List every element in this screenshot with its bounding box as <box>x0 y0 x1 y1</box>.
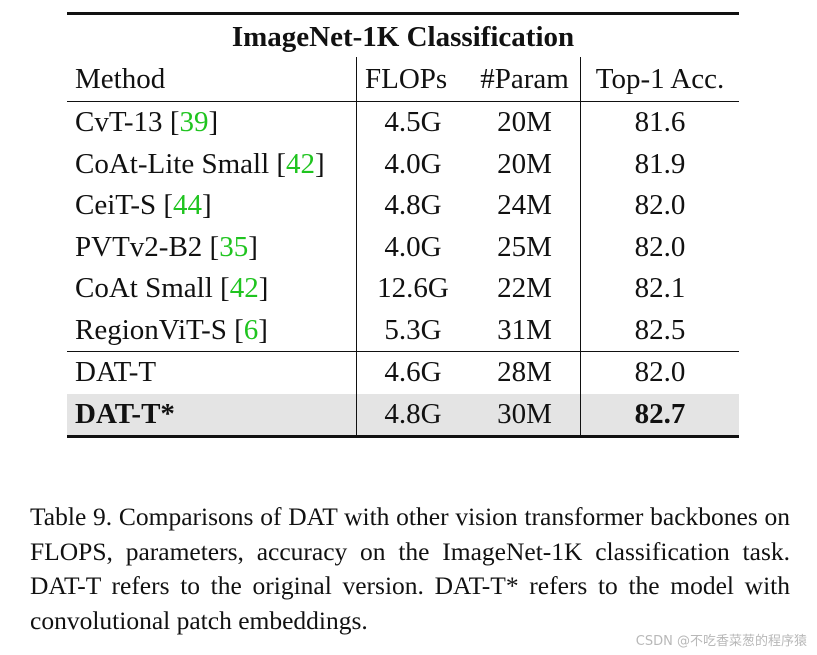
method-name: CoAt-Lite Small <box>75 147 270 180</box>
header-flops: FLOPs <box>365 62 448 95</box>
accuracy-cell: 82.0 <box>634 356 686 389</box>
accuracy-cell: 82.5 <box>634 313 686 346</box>
table-row: CoAt Small [42] 12.6G 22M 82.1 <box>67 268 739 310</box>
method-cell: CvT-13 [39] <box>67 102 357 144</box>
watermark: CSDN @不吃香菜葱的程序猿 <box>635 634 807 649</box>
flops-cell: 12.6G <box>377 272 449 305</box>
flops-cell: 4.0G <box>384 147 442 180</box>
method-cell: DAT-T* <box>67 393 357 435</box>
params-cell: 30M <box>469 393 581 435</box>
method-cell: CoAt-Lite Small [42] <box>67 143 357 185</box>
method-cell: RegionViT-S [6] <box>67 309 357 351</box>
method-cell: CoAt Small [42] <box>67 268 357 310</box>
accuracy-cell: 81.6 <box>634 106 686 139</box>
accuracy-cell: 82.7 <box>634 397 686 430</box>
method-cell: DAT-T <box>67 352 357 394</box>
params-cell: 31M <box>469 309 581 351</box>
table-row: CeiT-S [44] 4.8G 24M 82.0 <box>67 185 739 227</box>
accuracy-cell: 82.0 <box>634 189 686 222</box>
accuracy-cell: 81.9 <box>634 147 686 180</box>
method-name: PVTv2-B2 <box>75 230 203 263</box>
table-title: ImageNet-1K Classification <box>231 21 575 53</box>
flops-cell: 4.8G <box>384 397 442 430</box>
table-row: RegionViT-S [6] 5.3G 31M 82.5 <box>67 309 739 351</box>
table-row: PVTv2-B2 [35] 4.0G 25M 82.0 <box>67 226 739 268</box>
flops-cell: 4.0G <box>384 230 442 263</box>
citation-link[interactable]: 39 <box>179 106 209 139</box>
flops-cell: 4.6G <box>384 356 442 389</box>
accuracy-cell: 82.1 <box>634 272 686 305</box>
method-name: CoAt Small <box>75 272 213 305</box>
header-acc: Top-1 Acc. <box>595 62 725 95</box>
method-name: CvT-13 <box>75 106 163 139</box>
params-cell: 22M <box>469 268 581 310</box>
citation-link[interactable]: 6 <box>243 313 259 346</box>
table-caption: Table 9. Comparisons of DAT with other v… <box>30 502 790 635</box>
params-cell: 28M <box>469 352 581 394</box>
method-cell: PVTv2-B2 [35] <box>67 226 357 268</box>
citation-link[interactable]: 42 <box>286 147 316 180</box>
table-row-highlighted: DAT-T* 4.8G 30M 82.7 <box>67 393 739 435</box>
flops-cell: 5.3G <box>384 313 442 346</box>
table-header-row: Method FLOPs #Param Top-1 Acc. <box>67 57 739 102</box>
citation-link[interactable]: 35 <box>219 230 249 263</box>
citation-link[interactable]: 42 <box>229 272 259 305</box>
flops-cell: 4.5G <box>384 106 442 139</box>
method-name: CeiT-S <box>75 189 157 222</box>
header-method: Method <box>67 57 357 101</box>
params-cell: 20M <box>469 102 581 144</box>
params-cell: 25M <box>469 226 581 268</box>
accuracy-cell: 82.0 <box>634 230 686 263</box>
flops-cell: 4.8G <box>384 189 442 222</box>
header-param: #Param <box>469 57 581 101</box>
results-table: ImageNet-1K Classification Method FLOPs … <box>67 12 739 438</box>
params-cell: 24M <box>469 185 581 227</box>
table-row: CoAt-Lite Small [42] 4.0G 20M 81.9 <box>67 143 739 185</box>
table-row: DAT-T 4.6G 28M 82.0 <box>67 351 739 394</box>
citation-link[interactable]: 44 <box>173 189 203 222</box>
params-cell: 20M <box>469 143 581 185</box>
method-name: RegionViT-S <box>75 313 227 346</box>
table-row: CvT-13 [39] 4.5G 20M 81.6 <box>67 102 739 144</box>
method-cell: CeiT-S [44] <box>67 185 357 227</box>
